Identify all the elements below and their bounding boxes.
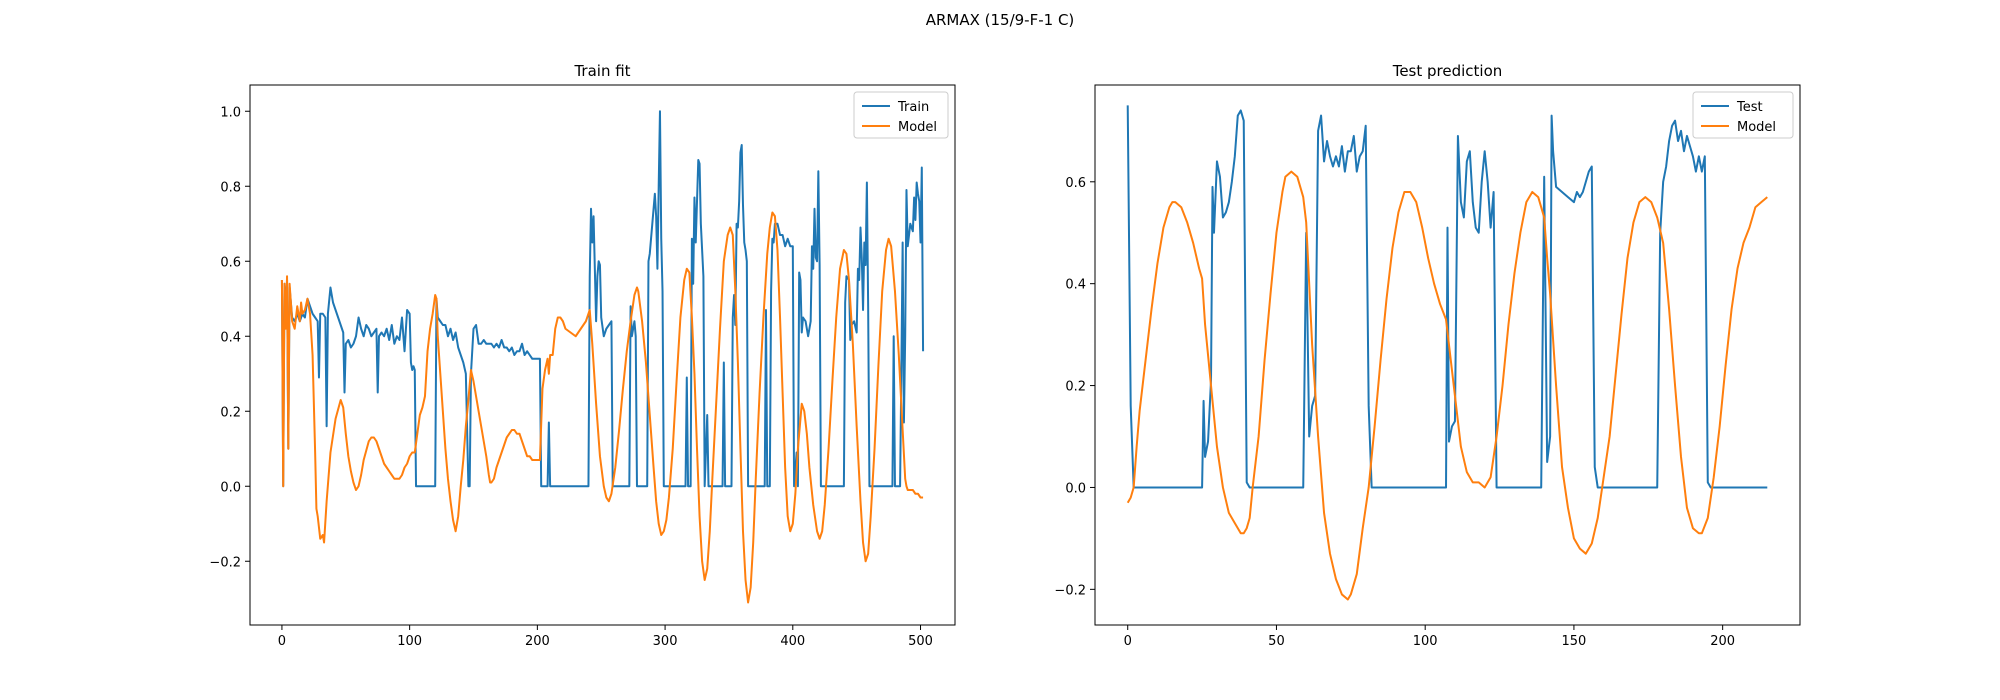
legend-label: Model: [1737, 120, 1776, 135]
test-prediction-panel: Test prediction 0 50 100 150 200 −0.2 0.0 0.2 0.4…: [1054, 62, 1801, 649]
y-tick-label: 0.4: [1065, 278, 1086, 293]
y-tick-label: 0.8: [220, 180, 241, 195]
y-tick-label: 0.0: [220, 480, 241, 495]
legend: Train Model: [853, 91, 949, 139]
x-tick-label: 0: [278, 634, 286, 649]
series-line-model: [1126, 170, 1768, 601]
axes-frame: [1094, 84, 1801, 626]
x-tick-label: 50: [1268, 634, 1285, 649]
x-tick-label: 400: [780, 634, 805, 649]
series-line-test: [1126, 105, 1768, 489]
legend-label: Train: [897, 100, 929, 115]
x-tick-label: 300: [653, 634, 678, 649]
x-tick-label: 200: [525, 634, 550, 649]
y-tick-label: 0.6: [220, 255, 241, 270]
x-tick-label: 100: [1413, 634, 1438, 649]
legend: Test Model: [1692, 91, 1794, 139]
axes-frame: [249, 84, 956, 626]
x-tick-label: 200: [1710, 634, 1735, 649]
y-tick-label: −0.2: [209, 555, 241, 570]
figure-title: ARMAX (15/9-F-1 C): [926, 11, 1075, 29]
series-line-train: [280, 110, 925, 488]
y-tick-label: 0.4: [220, 330, 241, 345]
train-fit-panel: Train fit 0 100 200 300 400 500 −0.2 0.0 0.2 0.4 0.…: [209, 62, 956, 649]
axes-title: Train fit: [573, 62, 630, 80]
series-line-model: [280, 211, 924, 604]
x-tick-label: 150: [1562, 634, 1587, 649]
y-tick-label: 0.2: [1065, 380, 1086, 395]
legend-label: Test: [1736, 100, 1763, 115]
y-tick-label: 0.0: [1065, 481, 1086, 496]
x-tick-label: 0: [1124, 634, 1132, 649]
x-tick-label: 100: [397, 634, 422, 649]
y-tick-label: −0.2: [1054, 583, 1086, 598]
axes-title: Test prediction: [1392, 62, 1503, 80]
x-tick-label: 500: [908, 634, 933, 649]
y-tick-label: 1.0: [220, 105, 241, 120]
legend-label: Model: [898, 120, 937, 135]
y-tick-label: 0.2: [220, 405, 241, 420]
y-tick-label: 0.6: [1065, 176, 1086, 191]
